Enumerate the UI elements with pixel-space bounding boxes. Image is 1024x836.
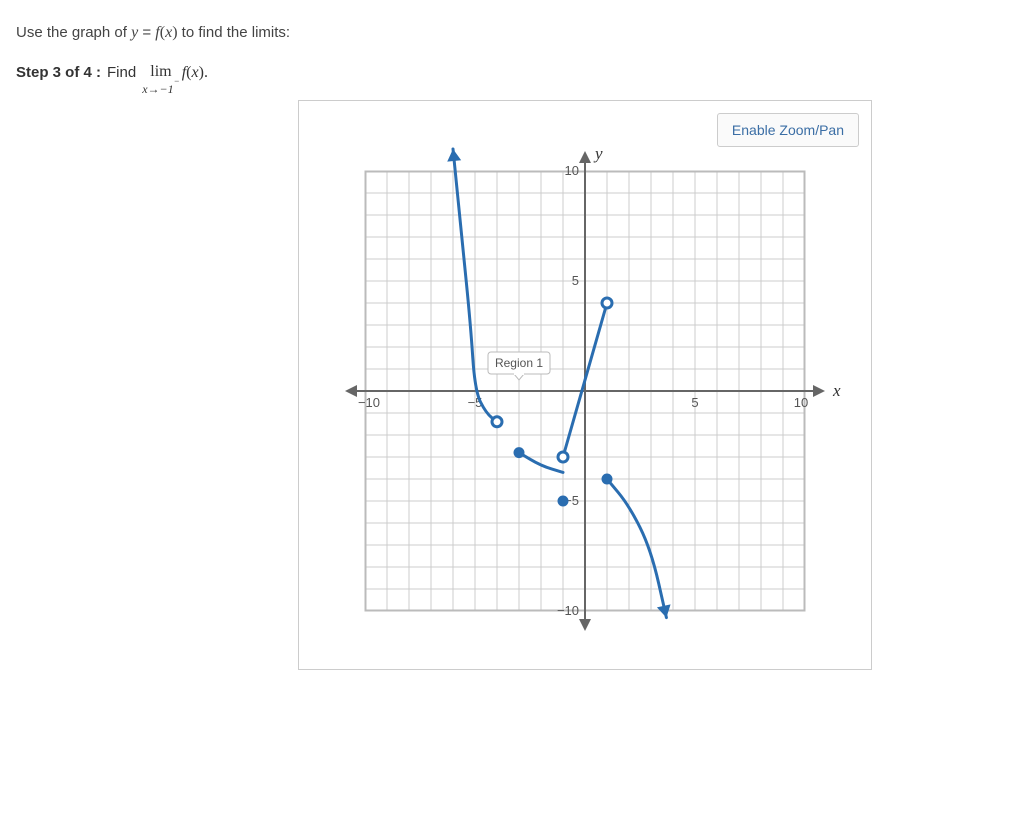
lim-fx: f(x).: [182, 64, 208, 82]
prompt-prefix: Use the graph of: [16, 24, 131, 41]
step-instruction: Step 3 of 4 : Find lim x→−1− f(x).: [16, 64, 1008, 95]
step-label: Step 3 of 4 :: [16, 64, 101, 81]
svg-text:Region 1: Region 1: [495, 356, 543, 370]
svg-text:y: y: [593, 144, 603, 163]
prompt-suffix: to find the limits:: [178, 24, 291, 41]
svg-text:−10: −10: [358, 395, 380, 410]
limit-notation: lim x→−1−: [142, 64, 180, 95]
enable-zoom-button[interactable]: Enable Zoom/Pan: [717, 113, 859, 147]
question-prompt: Use the graph of y = f(x) to find the li…: [16, 24, 1008, 42]
lim-sub: x→−1−: [142, 81, 180, 95]
plot-area[interactable]: −10−5510105−5−10xyRegion 1: [365, 391, 805, 836]
cartesian-plot[interactable]: −10−5510105−5−10xyRegion 1: [365, 171, 805, 611]
svg-text:−10: −10: [557, 603, 579, 618]
svg-text:5: 5: [572, 273, 579, 288]
chart-panel: Enable Zoom/Pan −10−5510105−5−10xyRegion…: [298, 100, 872, 670]
svg-text:x: x: [832, 381, 841, 400]
lim-word: lim: [150, 64, 171, 80]
prompt-eq: =: [138, 24, 155, 41]
svg-text:5: 5: [691, 395, 698, 410]
svg-text:10: 10: [565, 163, 579, 178]
svg-text:10: 10: [794, 395, 808, 410]
step-find: Find: [107, 64, 136, 81]
